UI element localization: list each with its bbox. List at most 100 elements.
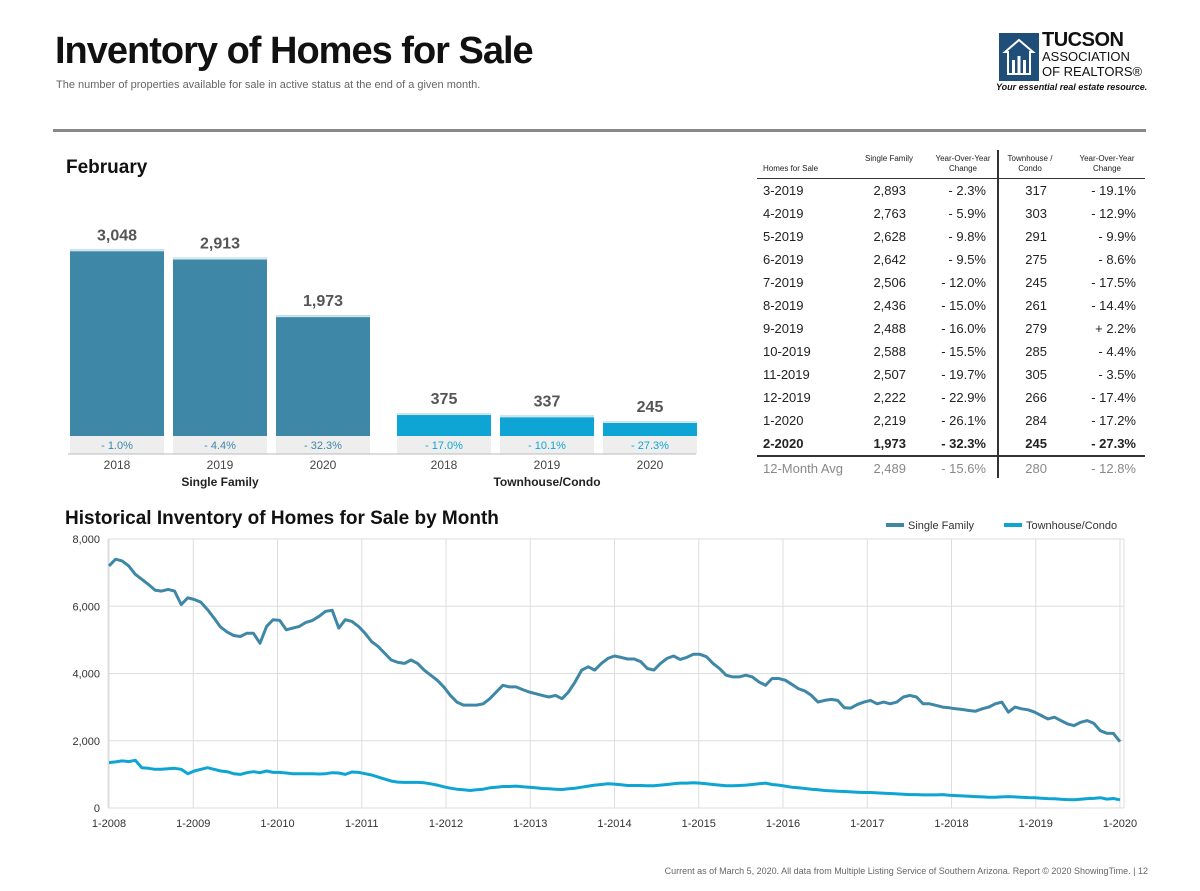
table-cell: - 27.3% xyxy=(1091,436,1136,451)
table-cell: + 2.2% xyxy=(1095,321,1136,336)
group-label: Single Family xyxy=(181,475,259,489)
legend-label: Single Family xyxy=(908,520,975,532)
bar xyxy=(70,249,164,436)
y-tick-label: 0 xyxy=(94,803,100,815)
x-tick-label: 1-2010 xyxy=(260,818,294,830)
logo-tagline: Your essential real estate resource. xyxy=(996,82,1148,92)
table-cell: 279 xyxy=(1025,321,1047,336)
change-cell xyxy=(397,436,491,454)
x-tick-label: 1-2013 xyxy=(513,818,547,830)
bar-chart-title: February xyxy=(66,157,148,178)
table-cell: 4-2019 xyxy=(763,206,804,221)
y-tick-label: 4,000 xyxy=(72,669,100,681)
table-cell: - 26.1% xyxy=(941,413,986,428)
table-cell: 6-2019 xyxy=(763,252,804,267)
header-homes-for-sale: Homes for Sale xyxy=(763,164,819,173)
bar-highlight xyxy=(500,415,594,418)
bar-highlight xyxy=(70,249,164,252)
table-row: 4-2019 2,763 - 5.9% 303 - 12.9% xyxy=(757,202,1145,225)
table-cell: - 17.2% xyxy=(1091,413,1136,428)
table-cell: 11-2019 xyxy=(763,367,810,382)
table-cell: 2,588 xyxy=(873,344,906,359)
table-cell: - 12.9% xyxy=(1091,206,1136,221)
table-cell: 7-2019 xyxy=(763,275,804,290)
table-cell: 284 xyxy=(1025,413,1047,428)
table-row: 7-2019 2,506 - 12.0% 245 - 17.5% xyxy=(757,271,1145,294)
table-cell: - 4.4% xyxy=(1098,344,1136,359)
page-subtitle: The number of properties available for s… xyxy=(56,79,481,91)
x-tick-label: 1-2012 xyxy=(429,818,463,830)
table-cell: 261 xyxy=(1025,298,1047,313)
table-cell: 245 xyxy=(1025,275,1047,290)
table-cell: - 15.0% xyxy=(941,298,986,313)
table-cell: - 19.1% xyxy=(1091,183,1136,198)
table-row: 6-2019 2,642 - 9.5% 275 - 8.6% xyxy=(757,248,1145,271)
table-cell: 305 xyxy=(1025,367,1047,382)
bar-value-label: 337 xyxy=(534,393,561,410)
change-cell xyxy=(603,436,697,454)
table-cell: 2-2020 xyxy=(763,436,804,451)
bar-value-label: 375 xyxy=(431,391,458,408)
bar-value-label: 1,973 xyxy=(303,293,343,310)
table-cell: 291 xyxy=(1025,229,1047,244)
table-row-current: 2-2020 1,973 - 32.3% 245 - 27.3% xyxy=(757,432,1145,455)
table-cell: 5-2019 xyxy=(763,229,804,244)
logo-line-1: TUCSON xyxy=(1042,29,1124,51)
february-bar-chart: 3,048 - 1.0% 2018 2,913 - 4.4% 2019 1,973 - 32.… xyxy=(68,227,697,489)
x-tick-label: 1-2019 xyxy=(1019,818,1053,830)
table-cell: - 15.6% xyxy=(941,461,986,476)
series-line xyxy=(108,758,1121,802)
x-tick-label: 1-2020 xyxy=(1103,818,1137,830)
table-cell: 2,763 xyxy=(873,206,906,221)
inventory-table: Homes for Sale Single Family Year-Over-Y… xyxy=(757,150,1145,480)
header-divider xyxy=(53,129,1146,132)
table-cell: 275 xyxy=(1025,252,1047,267)
x-tick-label: 2020 xyxy=(637,458,664,472)
table-cell: 2,507 xyxy=(873,367,906,382)
table-cell: 266 xyxy=(1025,390,1047,405)
table-body: 3-2019 2,893 - 2.3% 317 - 19.1% 4-2019 2,763 - … xyxy=(757,179,1145,480)
table-cell: 3-2019 xyxy=(763,183,804,198)
historical-line-chart: 0 2,000 4,000 6,000 8,000 1-2008 1-2009 1-2010 1… xyxy=(72,520,1137,830)
table-row: 12-2019 2,222 - 22.9% 266 - 17.4% xyxy=(757,386,1145,409)
x-tick-label: 1-2016 xyxy=(766,818,800,830)
table-cell: 2,488 xyxy=(873,321,906,336)
table-cell: 12-2019 xyxy=(763,390,811,405)
x-tick-label: 2019 xyxy=(207,458,234,472)
bar-highlight xyxy=(276,315,370,318)
y-tick-label: 6,000 xyxy=(72,601,100,613)
table-cell: 280 xyxy=(1025,461,1047,476)
table-cell: - 9.9% xyxy=(1098,229,1136,244)
table-cell: 285 xyxy=(1025,344,1047,359)
change-cell xyxy=(173,436,267,454)
table-cell: - 8.6% xyxy=(1098,252,1136,267)
table-cell: - 17.5% xyxy=(1091,275,1136,290)
tucson-realtors-logo: TUCSON ASSOCIATION OF REALTORS® Your ess… xyxy=(996,30,1148,94)
series-line xyxy=(107,557,1122,743)
x-tick-label: 1-2009 xyxy=(176,818,210,830)
table-cell: - 19.7% xyxy=(941,367,986,382)
bar-value-label: 3,048 xyxy=(97,227,137,244)
bar-highlight xyxy=(173,257,267,260)
table-cell: - 12.8% xyxy=(1091,461,1136,476)
bar-value-label: 2,913 xyxy=(200,236,240,253)
x-tick-label: 1-2011 xyxy=(345,818,378,830)
logo-line-3: OF REALTORS® xyxy=(1042,64,1143,79)
bar-highlight xyxy=(397,413,491,416)
table-cell: - 5.9% xyxy=(948,206,986,221)
x-tick-label: 1-2018 xyxy=(934,818,968,830)
table-row: 8-2019 2,436 - 15.0% 261 - 14.4% xyxy=(757,294,1145,317)
table-row: 5-2019 2,628 - 9.8% 291 - 9.9% xyxy=(757,225,1145,248)
table-cell: 9-2019 xyxy=(763,321,804,336)
x-tick-label: 1-2015 xyxy=(682,818,716,830)
change-label: - 27.3% xyxy=(631,440,669,452)
table-cell: 1,973 xyxy=(873,436,906,451)
table-cell: 2,506 xyxy=(873,275,906,290)
change-label: - 4.4% xyxy=(204,440,236,452)
bar-highlight xyxy=(603,420,697,423)
bar xyxy=(397,413,491,436)
table-cell: 8-2019 xyxy=(763,298,804,313)
x-tick-label: 1-2014 xyxy=(597,818,631,830)
table-cell: 2,642 xyxy=(873,252,906,267)
table-cell: - 32.3% xyxy=(941,436,986,451)
